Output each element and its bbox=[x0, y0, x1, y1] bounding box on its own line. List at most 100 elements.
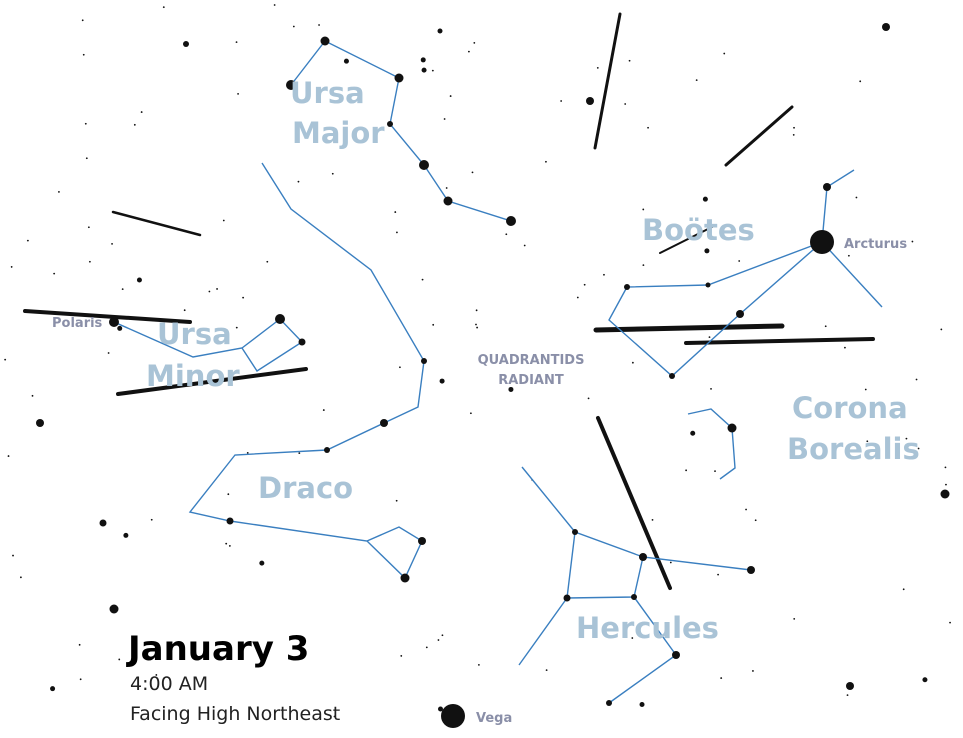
star bbox=[705, 282, 711, 288]
bg-star bbox=[31, 394, 34, 397]
star bbox=[394, 73, 404, 83]
bg-star bbox=[87, 226, 90, 229]
constellation-label: Borealis bbox=[787, 432, 920, 466]
bg-star bbox=[140, 111, 143, 113]
bg-star bbox=[242, 296, 245, 299]
bg-star bbox=[225, 542, 228, 545]
star bbox=[419, 160, 429, 170]
bg-star bbox=[183, 41, 189, 47]
constellation-stars bbox=[109, 36, 834, 728]
star bbox=[226, 517, 234, 525]
bg-star bbox=[642, 208, 645, 211]
bg-star bbox=[523, 244, 526, 247]
bg-star bbox=[121, 288, 124, 290]
bg-star bbox=[922, 677, 928, 683]
bg-star bbox=[631, 637, 634, 639]
bg-star bbox=[704, 248, 710, 254]
bg-star bbox=[702, 196, 708, 202]
background-stars bbox=[4, 4, 951, 718]
star bbox=[109, 317, 119, 327]
bg-star bbox=[443, 118, 446, 120]
bg-star bbox=[395, 499, 398, 502]
star bbox=[421, 358, 427, 364]
star bbox=[400, 573, 410, 583]
radiant-label: RADIANT bbox=[498, 373, 564, 388]
star bbox=[418, 537, 426, 545]
star bbox=[387, 121, 393, 127]
bg-star bbox=[84, 122, 87, 125]
bg-star bbox=[133, 123, 136, 126]
bg-star bbox=[905, 437, 908, 440]
star-label: Polaris bbox=[52, 316, 103, 331]
bg-star bbox=[136, 277, 142, 283]
bg-star bbox=[710, 387, 712, 390]
meteor bbox=[23, 309, 192, 324]
meteor bbox=[659, 226, 713, 254]
bg-star bbox=[945, 483, 947, 486]
bg-star bbox=[273, 4, 276, 6]
bg-star bbox=[394, 211, 397, 213]
bg-star bbox=[85, 157, 88, 160]
bg-star bbox=[228, 545, 231, 547]
bg-star bbox=[81, 19, 84, 22]
bg-star bbox=[227, 493, 230, 496]
bg-star bbox=[475, 309, 478, 312]
constellation-label: Corona bbox=[792, 391, 908, 425]
star bbox=[506, 216, 516, 226]
bg-star bbox=[26, 239, 29, 242]
meteor bbox=[111, 210, 202, 237]
bg-star bbox=[421, 67, 427, 73]
bg-star bbox=[882, 23, 890, 31]
bg-star bbox=[473, 41, 476, 44]
bg-star bbox=[421, 278, 424, 281]
star bbox=[672, 651, 680, 659]
bg-star bbox=[708, 336, 711, 339]
bg-star bbox=[88, 260, 91, 263]
bg-star bbox=[82, 53, 85, 56]
bg-star bbox=[58, 191, 60, 193]
star bbox=[624, 284, 630, 290]
star bbox=[631, 594, 637, 600]
star-label: Arcturus bbox=[844, 237, 907, 252]
star bbox=[324, 447, 330, 453]
bg-star bbox=[468, 50, 470, 53]
facing: Facing High Northeast bbox=[130, 703, 340, 725]
bg-star bbox=[439, 378, 445, 384]
bg-star bbox=[259, 560, 265, 566]
bg-star bbox=[208, 290, 211, 293]
bg-star bbox=[437, 639, 440, 641]
bg-star bbox=[469, 412, 472, 415]
bg-star bbox=[911, 240, 914, 243]
bg-star bbox=[628, 59, 631, 62]
bg-star bbox=[333, 715, 336, 718]
bg-star bbox=[824, 325, 827, 328]
bg-star bbox=[844, 346, 846, 349]
bg-star bbox=[505, 233, 508, 236]
meteors bbox=[23, 12, 875, 590]
bg-star bbox=[855, 196, 858, 199]
bg-star bbox=[603, 273, 605, 276]
bg-star bbox=[111, 242, 113, 245]
bg-star bbox=[36, 419, 44, 427]
constellation-label: Ursa bbox=[157, 317, 232, 351]
constellation-line bbox=[608, 241, 823, 377]
constellation-line bbox=[188, 162, 425, 580]
bg-star bbox=[738, 260, 741, 262]
star-label: Vega bbox=[476, 711, 512, 726]
star bbox=[320, 36, 330, 46]
constellation-label: Major bbox=[292, 116, 385, 150]
meteor bbox=[684, 337, 875, 345]
star bbox=[286, 80, 296, 90]
bg-star bbox=[476, 326, 479, 329]
bg-star bbox=[864, 388, 867, 391]
star bbox=[380, 419, 388, 427]
meteor bbox=[596, 416, 672, 590]
bg-star bbox=[583, 283, 586, 286]
meteor bbox=[593, 323, 785, 333]
star bbox=[275, 314, 285, 324]
bg-star bbox=[437, 706, 443, 712]
bg-star bbox=[545, 669, 548, 672]
time: 4:00 AM bbox=[130, 673, 208, 695]
bg-star bbox=[373, 137, 376, 140]
bg-star bbox=[949, 621, 951, 624]
